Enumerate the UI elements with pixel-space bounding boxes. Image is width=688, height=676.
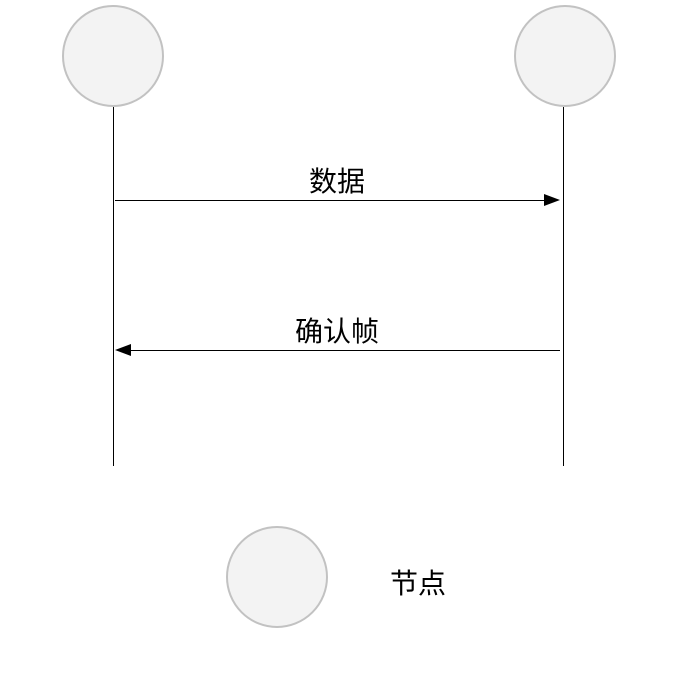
data-arrow-shaft xyxy=(115,200,546,201)
lifeline-left xyxy=(113,107,114,466)
node-left-circle xyxy=(62,5,164,107)
ack-arrow-shaft xyxy=(129,350,560,351)
legend-label: 节点 xyxy=(390,562,446,602)
ack-message-label: 确认帧 xyxy=(237,310,437,350)
ack-arrow-head xyxy=(115,344,131,356)
node-right-circle xyxy=(514,5,616,107)
sequence-diagram: 数据 确认帧 节点 xyxy=(0,0,688,676)
data-message-label: 数据 xyxy=(237,160,437,200)
legend-circle xyxy=(226,526,328,628)
lifeline-right xyxy=(563,107,564,466)
data-arrow-head xyxy=(544,194,560,206)
